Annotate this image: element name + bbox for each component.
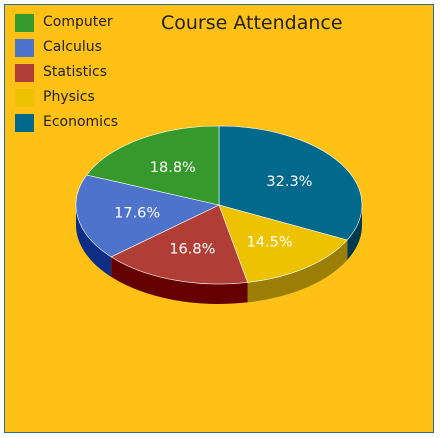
slice-label-calculus: 17.6% xyxy=(114,205,160,221)
legend-swatch-computer xyxy=(15,14,34,32)
legend-swatch-calculus xyxy=(15,39,34,57)
pie-chart: 32.3% 14.5% 16.8% 17.6% 18.8% xyxy=(75,125,363,304)
pie-slice-computer xyxy=(86,125,220,206)
legend-item-calculus: Calculus xyxy=(15,38,145,58)
legend-label-economics: Economics xyxy=(43,114,119,130)
slice-label-statistics: 16.8% xyxy=(169,241,215,257)
pie-labels: 32.3% 14.5% 16.8% 17.6% 18.8% xyxy=(114,160,312,257)
pie-slice-economics xyxy=(218,125,363,241)
legend-label-statistics: Statistics xyxy=(43,64,107,80)
pie-side-statistics xyxy=(111,256,248,304)
legend-swatch-economics xyxy=(15,114,34,132)
legend-item-physics: Physics xyxy=(15,88,145,108)
legend-label-computer: Computer xyxy=(43,14,113,30)
pie-slice-statistics xyxy=(110,204,248,285)
slice-label-physics: 14.5% xyxy=(247,234,293,250)
legend-swatch-statistics xyxy=(15,64,34,82)
legend-swatch-physics xyxy=(15,89,34,107)
pie-side-calculus xyxy=(76,205,112,277)
chart-title: Course Attendance xyxy=(161,12,343,34)
legend-item-computer: Computer xyxy=(15,13,145,33)
legend-label-calculus: Calculus xyxy=(43,39,102,55)
legend-item-economics: Economics xyxy=(15,113,145,133)
pie-slice-calculus xyxy=(75,174,220,258)
chart-frame: Course Attendance Computer Calculus Stat… xyxy=(4,4,434,433)
pie-side-economics xyxy=(347,205,362,260)
slice-label-computer: 18.8% xyxy=(150,160,196,176)
pie-top xyxy=(75,125,363,285)
legend-label-physics: Physics xyxy=(43,89,95,105)
pie-slice-physics xyxy=(218,204,348,283)
slice-label-economics: 32.3% xyxy=(266,174,312,190)
legend-item-statistics: Statistics xyxy=(15,63,145,83)
